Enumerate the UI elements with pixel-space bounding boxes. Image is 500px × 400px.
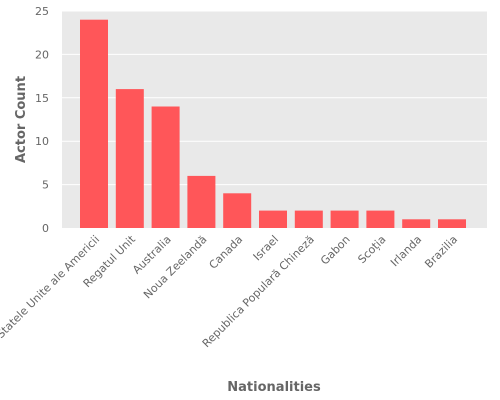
x-tick-label: Brazilia [422,233,460,271]
x-tick-label: Irlanda [388,233,424,269]
x-tick-label: Gabon [318,233,353,268]
bar-6 [294,210,323,228]
y-tick-label: 0 [42,222,49,235]
y-tick-label: 5 [42,179,49,192]
x-tick-label: Noua Zeelandă [141,233,209,301]
x-tick-label: Canada [207,233,246,272]
bar-2 [151,106,180,228]
y-tick-label: 20 [35,48,49,61]
bars [80,19,466,229]
bar-1 [115,89,144,228]
x-tick-label: Israel [251,233,281,263]
bar-8 [366,210,395,228]
bar-3 [187,175,216,228]
bar-7 [330,210,359,228]
bar-10 [438,219,466,228]
bar-5 [259,210,287,228]
x-tick-label: Scoția [355,233,388,266]
y-tick-label: 15 [35,92,49,105]
y-tick-label: 10 [35,135,49,148]
y-axis-ticks: 0 5 10 15 20 25 [35,5,49,235]
bar-9 [402,219,431,228]
x-axis-title: Nationalities [227,380,321,395]
y-tick-label: 25 [35,5,49,18]
y-axis-title: Actor Count [14,76,29,163]
bar-0 [80,19,108,229]
bar-4 [223,193,252,228]
